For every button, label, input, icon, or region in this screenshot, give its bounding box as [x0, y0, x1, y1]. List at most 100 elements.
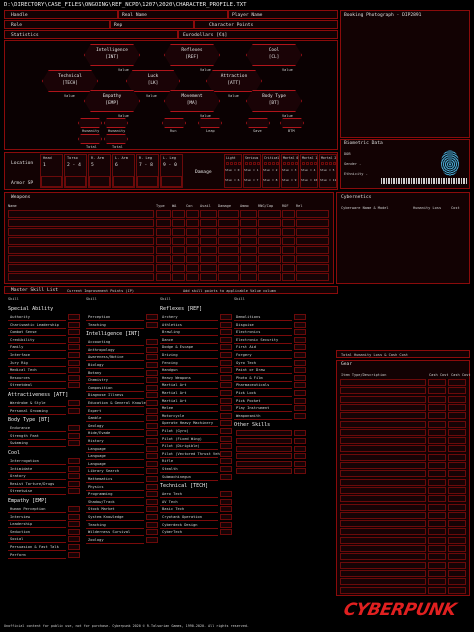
- skill-value-box[interactable]: [68, 473, 80, 480]
- skill-value-box[interactable]: [220, 473, 232, 480]
- gear-cost-cell[interactable]: [448, 586, 466, 594]
- skill-value-box[interactable]: [68, 465, 80, 472]
- gear-cost-cell[interactable]: [428, 536, 446, 544]
- weapon-cell[interactable]: [186, 264, 199, 272]
- skill-value-box[interactable]: [146, 346, 158, 353]
- eurodollars-field[interactable]: Eurodollars [€$]: [178, 30, 338, 39]
- armor-sp-cell[interactable]: [113, 176, 134, 187]
- skill-value-box[interactable]: [294, 390, 306, 396]
- gear-cost-cell[interactable]: [448, 545, 466, 552]
- skill-value-box[interactable]: [146, 476, 158, 482]
- gear-item-row[interactable]: [340, 428, 426, 436]
- weapon-row[interactable]: [8, 228, 154, 236]
- weapon-cell[interactable]: [218, 264, 239, 272]
- skill-value-box[interactable]: [146, 460, 158, 467]
- weapon-cell[interactable]: [172, 228, 185, 236]
- skill-value-box[interactable]: [146, 354, 158, 361]
- weapon-cell[interactable]: [156, 219, 171, 227]
- skill-value-box[interactable]: [68, 480, 80, 487]
- weapon-row[interactable]: [8, 219, 154, 227]
- other-skill-row[interactable]: [236, 460, 292, 467]
- player-name-field[interactable]: Player Name: [228, 10, 338, 19]
- gear-cost-cell[interactable]: [448, 561, 466, 569]
- skill-value-box[interactable]: [220, 435, 232, 442]
- stat-body-type[interactable]: Body Type [BT]: [246, 90, 302, 112]
- other-skill-row[interactable]: [236, 430, 292, 437]
- weapon-cell[interactable]: [218, 237, 239, 245]
- gear-cost-cell[interactable]: [448, 536, 466, 544]
- gear-cost-cell[interactable]: [448, 437, 466, 445]
- weapon-cell[interactable]: [258, 210, 281, 218]
- skill-value-box[interactable]: [220, 336, 232, 343]
- skill-value-box[interactable]: [220, 491, 232, 498]
- gear-cost-cell[interactable]: [428, 420, 446, 428]
- wound-box[interactable]: [253, 162, 256, 165]
- skill-value-box[interactable]: [220, 382, 232, 389]
- skill-value-box[interactable]: [146, 536, 158, 543]
- weapon-cell[interactable]: [218, 255, 239, 263]
- weapon-cell[interactable]: [282, 246, 295, 254]
- skill-value-box[interactable]: [220, 397, 232, 404]
- gear-cost-cell[interactable]: [448, 462, 466, 469]
- skill-value-box[interactable]: [220, 514, 232, 520]
- skill-value-box[interactable]: [68, 329, 80, 336]
- skill-value-box[interactable]: [146, 438, 158, 444]
- weapon-cell[interactable]: [282, 237, 295, 245]
- gear-cost-cell[interactable]: [428, 412, 446, 420]
- weapon-cell[interactable]: [200, 246, 217, 254]
- skill-value-box[interactable]: [146, 453, 158, 460]
- weapon-cell[interactable]: [156, 264, 171, 272]
- skill-value-box[interactable]: [68, 352, 80, 358]
- wound-box[interactable]: [302, 162, 305, 165]
- weapon-cell[interactable]: [172, 255, 185, 263]
- gear-cost-cell[interactable]: [448, 395, 466, 403]
- gear-cost-cell[interactable]: [448, 428, 466, 436]
- gear-cost-cell[interactable]: [428, 387, 446, 395]
- weapon-cell[interactable]: [186, 219, 199, 227]
- skill-value-box[interactable]: [220, 428, 232, 434]
- skill-value-box[interactable]: [146, 483, 158, 490]
- weapon-cell[interactable]: [282, 219, 295, 227]
- skill-value-box[interactable]: [294, 453, 306, 460]
- wound-box[interactable]: [314, 162, 317, 165]
- armor-sp-cell[interactable]: [41, 176, 62, 187]
- skill-value-box[interactable]: [68, 488, 80, 495]
- weapon-cell[interactable]: [200, 228, 217, 236]
- total-box-2[interactable]: [104, 134, 128, 144]
- gear-cost-cell[interactable]: [428, 561, 446, 569]
- stat-cool[interactable]: Cool [CL]: [246, 44, 302, 66]
- weapon-cell[interactable]: [186, 255, 199, 263]
- skill-value-box[interactable]: [220, 521, 232, 528]
- gear-cost-cell[interactable]: [428, 445, 446, 453]
- skill-value-box[interactable]: [68, 521, 80, 528]
- gear-cost-cell[interactable]: [428, 553, 446, 561]
- weapon-cell[interactable]: [218, 228, 239, 236]
- weapon-cell[interactable]: [258, 255, 281, 263]
- skill-value-box[interactable]: [220, 420, 232, 427]
- skill-value-box[interactable]: [294, 374, 306, 381]
- skill-value-box[interactable]: [146, 468, 158, 475]
- humanity-box-1[interactable]: [78, 118, 102, 128]
- skill-value-box[interactable]: [294, 329, 306, 336]
- gear-item-row[interactable]: [340, 437, 426, 445]
- gear-item-row[interactable]: [340, 586, 426, 594]
- wound-box[interactable]: [321, 162, 324, 165]
- other-skill-row[interactable]: [236, 468, 292, 475]
- armor-sp-cell[interactable]: [161, 176, 182, 187]
- gear-cost-cell[interactable]: [428, 586, 446, 594]
- gear-cost-cell[interactable]: [428, 520, 446, 528]
- skill-value-box[interactable]: [220, 390, 232, 396]
- skill-value-box[interactable]: [146, 407, 158, 414]
- btm-box[interactable]: [280, 118, 304, 128]
- skill-value-box[interactable]: [68, 458, 80, 464]
- weapon-cell[interactable]: [240, 228, 257, 236]
- weapon-cell[interactable]: [258, 246, 281, 254]
- gear-cost-cell[interactable]: [448, 520, 466, 528]
- skill-value-box[interactable]: [146, 377, 158, 384]
- skill-value-box[interactable]: [294, 359, 306, 366]
- skill-value-box[interactable]: [146, 369, 158, 376]
- skill-value-box[interactable]: [220, 466, 232, 472]
- weapon-cell[interactable]: [218, 219, 239, 227]
- gear-item-row[interactable]: [340, 520, 426, 528]
- gear-cost-cell[interactable]: [448, 486, 466, 494]
